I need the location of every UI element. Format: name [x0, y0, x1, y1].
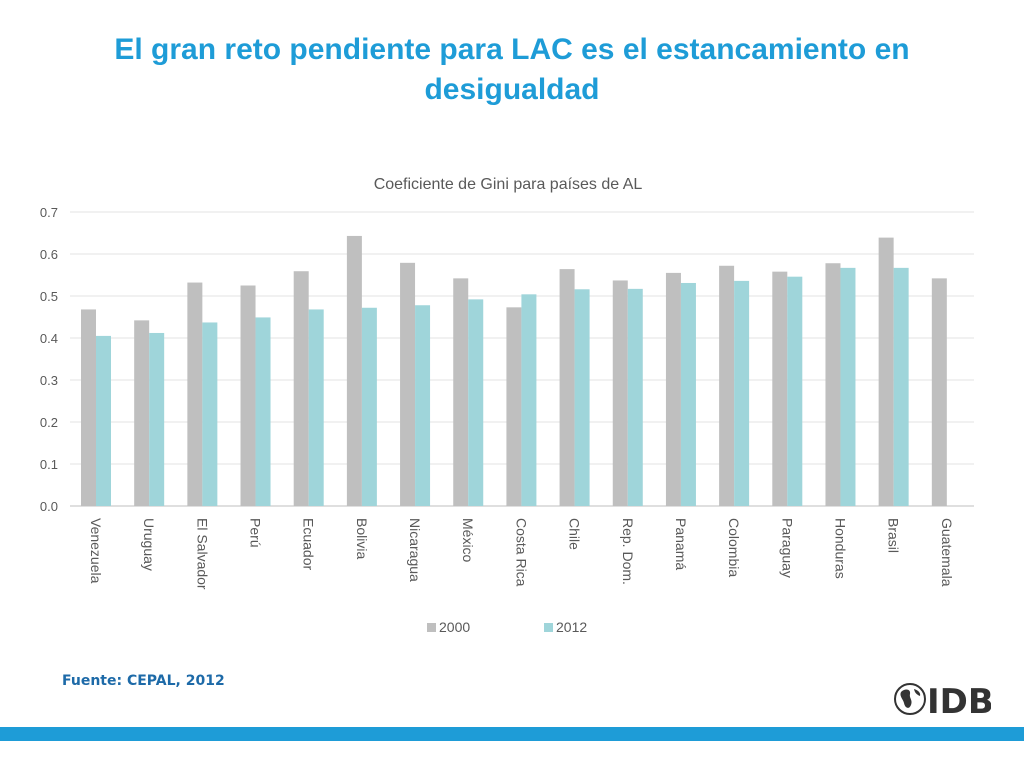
x-tick-label: Honduras — [832, 518, 848, 579]
bars — [81, 235, 947, 506]
bar-2000-uruguay — [134, 320, 150, 506]
x-tick-label: Colombia — [726, 518, 742, 577]
bar-2012-paraguay — [787, 276, 803, 506]
x-tick-label: Ecuador — [301, 518, 317, 570]
footer-bar — [0, 727, 1024, 741]
bar-2000-bolivia — [346, 235, 362, 506]
x-tick-label: Bolivia — [354, 518, 370, 559]
bar-2000-costa-rica — [506, 307, 522, 506]
bar-2000-el-salvador — [187, 282, 203, 506]
x-tick-label: Perú — [248, 518, 264, 548]
y-tick-label: 0.1 — [40, 457, 58, 472]
source-note: Fuente: CEPAL, 2012 — [62, 673, 225, 689]
bar-2000-m-xico — [453, 278, 469, 506]
legend-swatch-2000 — [427, 623, 436, 632]
bar-2012-ecuador — [308, 309, 324, 506]
bar-2012-honduras — [840, 267, 856, 506]
bar-2012-uruguay — [149, 332, 165, 506]
bar-2012-colombia — [734, 280, 750, 506]
legend-swatch-2012 — [544, 623, 553, 632]
legend-label-2012: 2012 — [556, 619, 587, 635]
bar-2012-el-salvador — [202, 322, 218, 506]
bar-2012-venezuela — [96, 335, 111, 506]
bar-2012-brasil — [893, 267, 909, 506]
bar-2000-rep-dom- — [612, 280, 628, 506]
x-tick-label: Brasil — [886, 518, 902, 553]
x-tick-label: Uruguay — [141, 518, 157, 571]
y-tick-label: 0.2 — [40, 415, 58, 430]
bar-2012-bolivia — [361, 307, 377, 506]
x-axis-ticks: Venezuela Uruguay El Salvador Perú Ecuador Bo… — [88, 518, 955, 590]
x-tick-label: México — [460, 518, 476, 563]
bar-2000-paraguay — [772, 271, 788, 506]
idb-logo: IDB — [894, 682, 991, 718]
x-tick-label: El Salvador — [194, 518, 210, 590]
y-tick-label: 0.6 — [40, 247, 58, 262]
bar-2000-colombia — [719, 265, 735, 506]
logo-text: IDB — [927, 682, 991, 718]
bar-2012-chile — [574, 289, 590, 506]
bar-2000-chile — [559, 269, 575, 506]
x-tick-label: Venezuela — [88, 518, 104, 584]
x-tick-label: Paraguay — [779, 518, 795, 578]
bar-2000-per- — [240, 285, 256, 506]
y-tick-label: 0.0 — [40, 499, 58, 514]
bar-2000-venezuela — [81, 309, 96, 506]
bar-2000-honduras — [825, 263, 841, 506]
bar-2000-nicaragua — [400, 262, 416, 506]
y-axis-ticks: 0.0 0.1 0.2 0.3 0.4 0.5 0.6 0.7 — [40, 205, 58, 514]
y-tick-label: 0.7 — [40, 205, 58, 220]
bar-2000-panam- — [665, 272, 681, 506]
legend-label-2000: 2000 — [439, 619, 470, 635]
x-tick-label: Rep. Dom. — [620, 518, 636, 585]
y-tick-label: 0.3 — [40, 373, 58, 388]
bar-2012-panam- — [680, 282, 696, 506]
x-tick-label: Nicaragua — [407, 518, 423, 582]
x-tick-label: Panamá — [673, 518, 689, 570]
bar-2012-per- — [255, 317, 271, 506]
x-tick-label: Guatemala — [939, 518, 955, 587]
bar-2012-rep-dom- — [627, 288, 643, 506]
chart-title: Coeficiente de Gini para países de AL — [374, 176, 643, 193]
bar-2000-ecuador — [293, 271, 309, 506]
bar-2000-brasil — [878, 237, 894, 506]
bar-2000-guatemala — [931, 278, 947, 506]
slide-title: El gran reto pendiente para LAC es el es… — [114, 33, 910, 106]
y-tick-label: 0.4 — [40, 331, 58, 346]
gini-bar-chart: Coeficiente de Gini para países de AL 0.… — [40, 176, 974, 635]
x-tick-label: Chile — [567, 518, 583, 550]
bar-2012-nicaragua — [415, 305, 431, 506]
bar-2012-costa-rica — [521, 294, 537, 506]
legend: 2000 2012 — [427, 619, 587, 635]
bar-2012-m-xico — [468, 299, 484, 506]
y-tick-label: 0.5 — [40, 289, 58, 304]
x-tick-label: Costa Rica — [513, 518, 529, 587]
